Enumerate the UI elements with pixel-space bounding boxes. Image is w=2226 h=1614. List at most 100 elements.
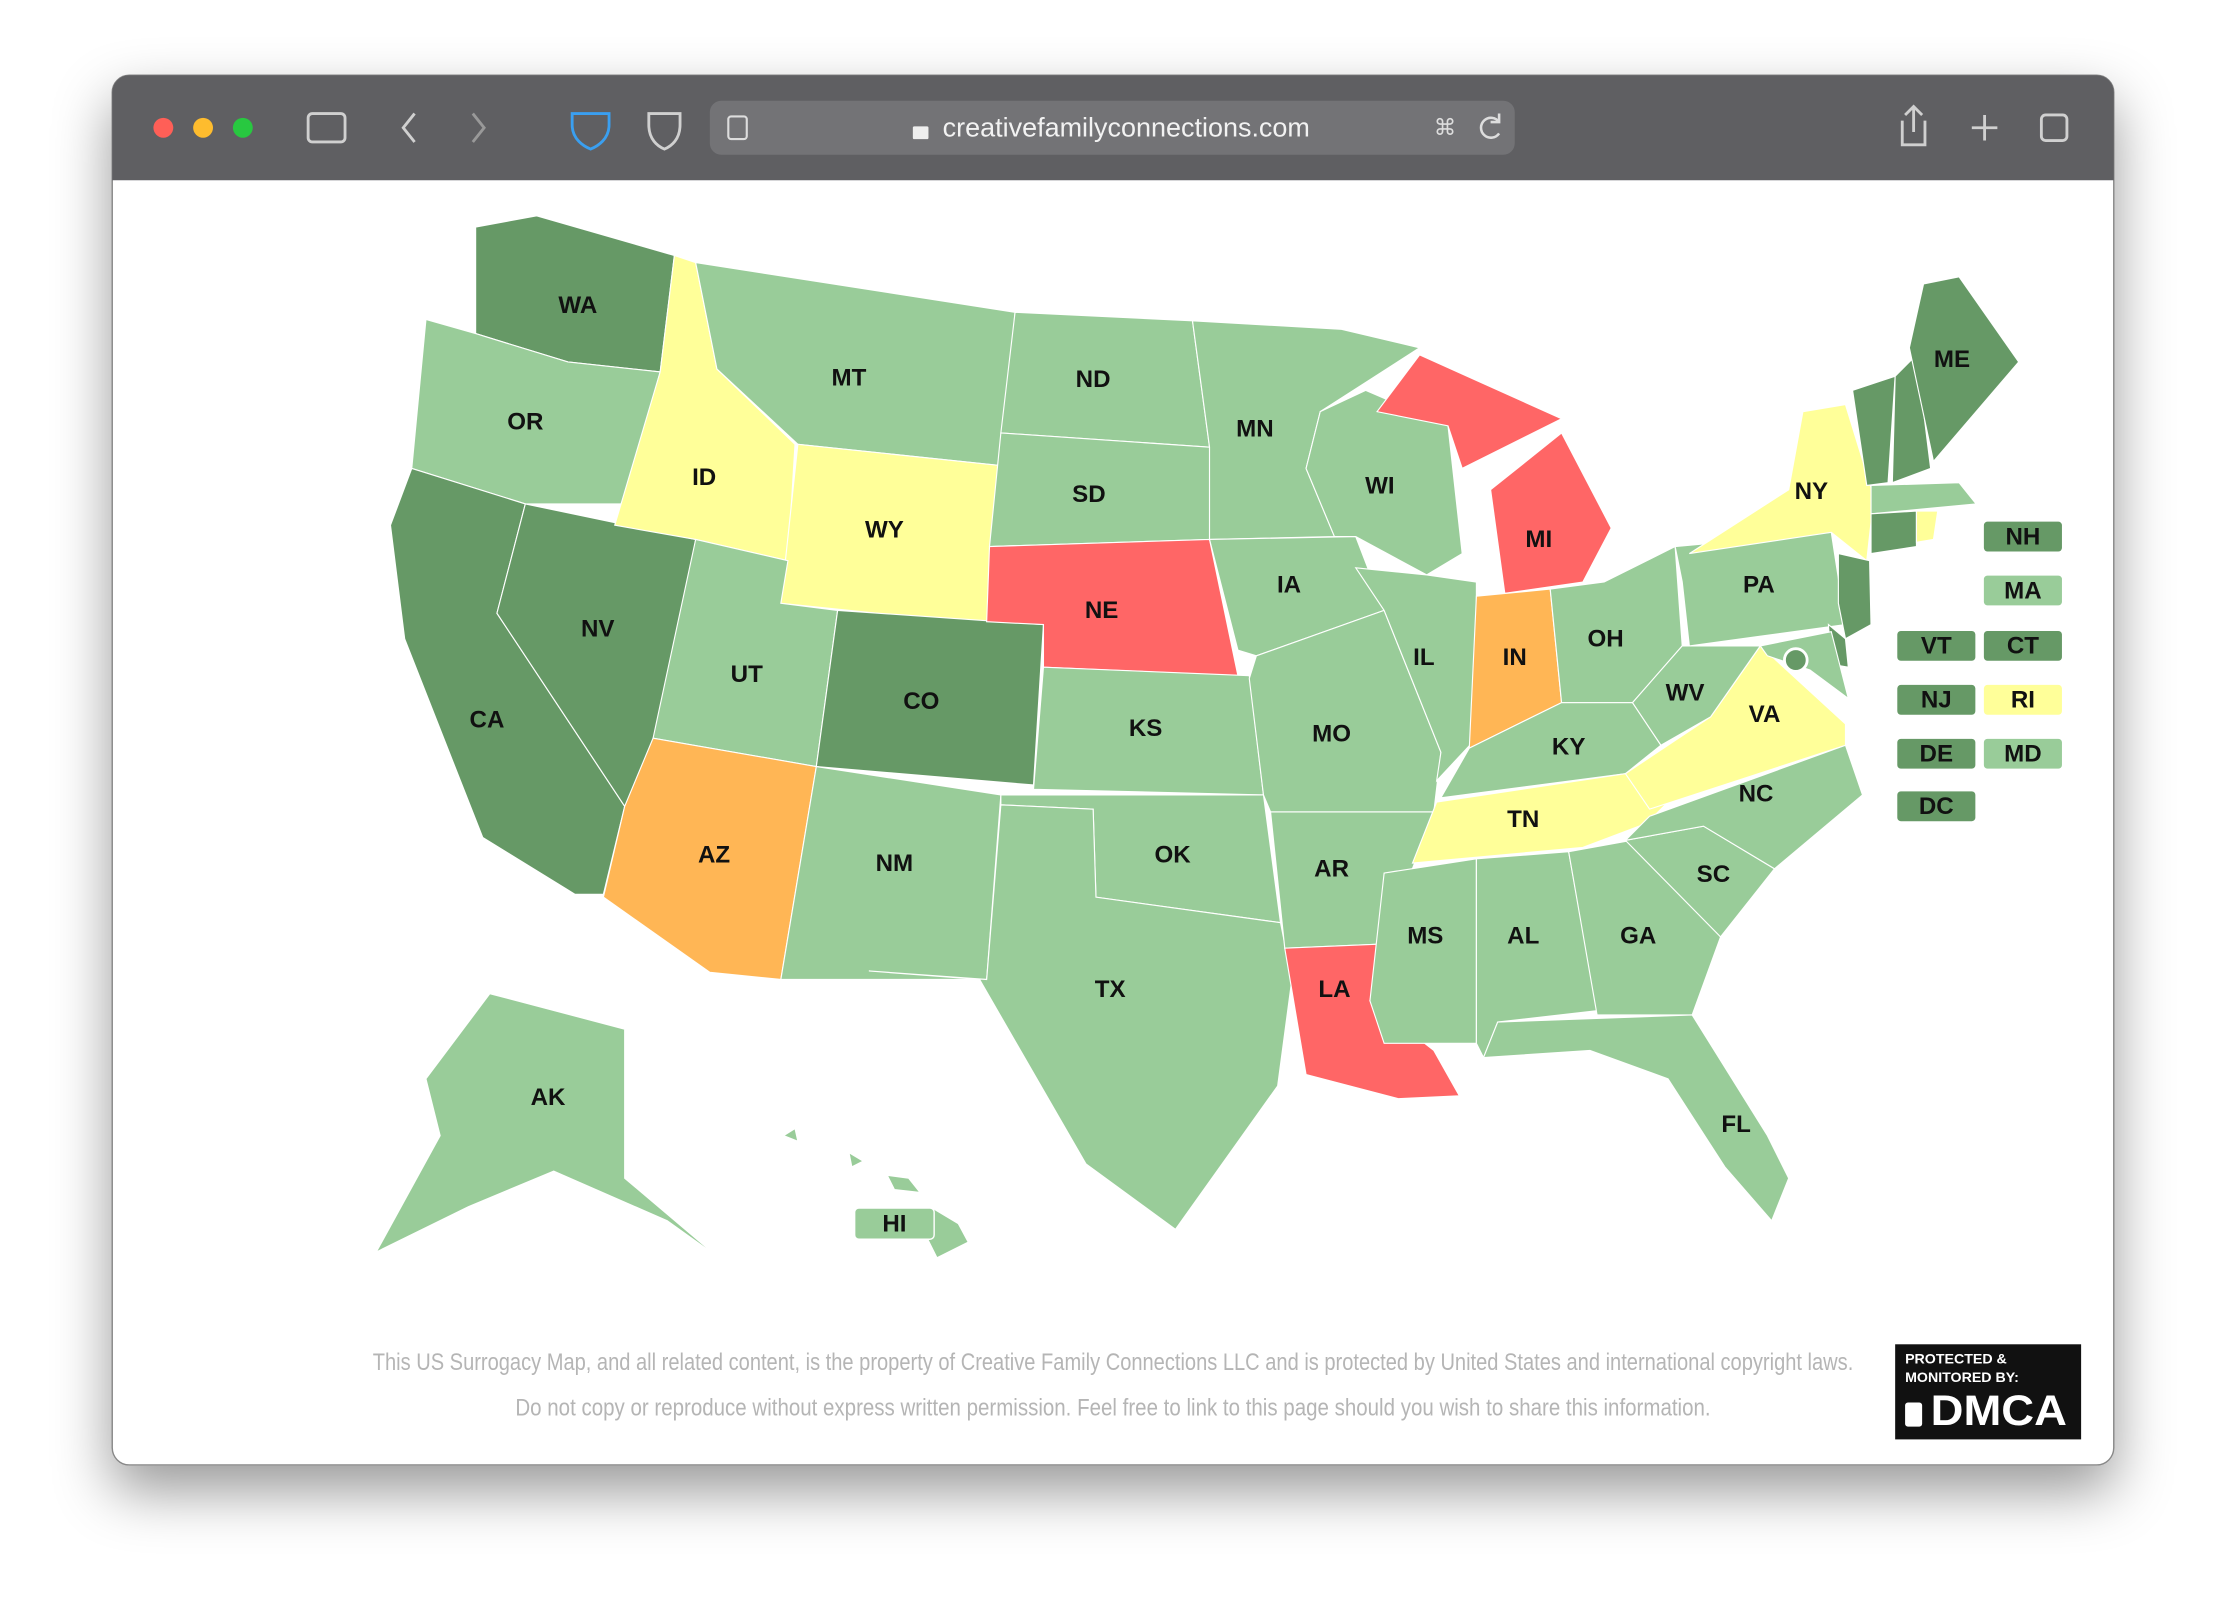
state: NH xyxy=(1891,353,2064,553)
state: DC xyxy=(1783,647,1977,823)
state-label: SD xyxy=(1072,481,1106,508)
state-shape xyxy=(1891,353,1932,484)
state-shape xyxy=(1837,552,1872,640)
address-bar[interactable] xyxy=(709,100,1515,155)
state-shape xyxy=(1623,744,1864,870)
state: MN xyxy=(1191,320,1422,541)
state: SD xyxy=(988,432,1211,548)
state-shape xyxy=(1851,375,1896,487)
state-label: NE xyxy=(1085,597,1119,624)
state-label: IN xyxy=(1503,644,1527,671)
state-box xyxy=(1895,737,1977,771)
state-shape xyxy=(848,1151,865,1168)
state-shape xyxy=(374,993,718,1257)
reader-icon[interactable] xyxy=(727,115,748,141)
state: WY xyxy=(780,443,1002,626)
state-label: WI xyxy=(1365,472,1394,499)
state-label: DC xyxy=(1919,793,1954,820)
state-label: DE xyxy=(1920,741,1954,768)
state-shape xyxy=(1870,510,1918,555)
state: RI xyxy=(1915,510,2064,717)
state: WV xyxy=(1631,645,1762,747)
extension-button[interactable] xyxy=(570,112,611,151)
state-shape xyxy=(1783,647,1809,673)
state-label: NJ xyxy=(1921,687,1952,714)
state: VT xyxy=(1851,375,1977,663)
state-box xyxy=(1982,520,2064,553)
reload-button[interactable] xyxy=(1479,113,1501,139)
new-tab-button[interactable] xyxy=(1971,114,1998,141)
state-label: NC xyxy=(1739,780,1774,807)
state-label: IL xyxy=(1413,644,1434,671)
state-shape xyxy=(1376,354,1563,470)
state-label: NV xyxy=(581,616,615,643)
state-label: MN xyxy=(1236,415,1274,442)
badge-lock xyxy=(1905,1402,1923,1427)
state: NJ xyxy=(1837,552,1977,717)
tabs-button[interactable] xyxy=(2039,113,2069,142)
state-shape xyxy=(782,1127,799,1143)
state-label: TX xyxy=(1095,976,1126,1003)
zoom-button[interactable] xyxy=(232,117,253,138)
state-label: NH xyxy=(2005,523,2040,550)
state-label: IA xyxy=(1277,572,1301,599)
state-label: MO xyxy=(1312,721,1351,748)
state-label: OR xyxy=(507,408,543,435)
state: TX xyxy=(868,804,1293,1231)
state: PA xyxy=(1674,531,1847,647)
state: ME xyxy=(1908,276,2020,463)
state-label: VA xyxy=(1749,701,1781,728)
state-label: RI xyxy=(2011,687,2035,714)
state: MA xyxy=(1870,482,2064,607)
state-label: SC xyxy=(1697,861,1731,888)
state: KY xyxy=(1439,702,1662,799)
state: CT xyxy=(1870,510,2064,663)
state-label: WY xyxy=(865,516,904,543)
state-label: MT xyxy=(832,364,867,391)
state-label: ME xyxy=(1934,346,1970,373)
state-label: CT xyxy=(2007,633,2039,660)
state-label: MS xyxy=(1407,922,1443,949)
sidebar-button[interactable] xyxy=(306,112,347,144)
state: SC xyxy=(1624,825,1776,938)
state: HI xyxy=(782,1127,969,1259)
state: WA xyxy=(475,215,675,373)
state-label: KY xyxy=(1552,733,1586,760)
translate-icon[interactable]: ⌘ xyxy=(1434,114,1457,140)
state-label: MD xyxy=(2004,741,2042,768)
state-label: HI xyxy=(882,1210,906,1237)
state-label: CA xyxy=(470,706,505,733)
share-button[interactable] xyxy=(1900,104,1927,147)
state-label: CO xyxy=(903,688,939,715)
state: IL xyxy=(1354,567,1477,783)
state-shape xyxy=(1689,403,1875,562)
state: OH xyxy=(1549,545,1683,704)
footer-text: This US Surrogacy Map, and all related c… xyxy=(373,1349,1854,1376)
state: ND xyxy=(1000,311,1211,448)
state-box xyxy=(1895,683,1977,717)
state-label: FL xyxy=(1721,1111,1750,1138)
footer-text: Do not copy or reproduce without express… xyxy=(515,1394,1710,1421)
privacy-button[interactable] xyxy=(647,112,682,151)
us-map: WA OR CA NV ID MT WY UT CO AZ NM ND SD NE KS OK TX MN IA MO… xyxy=(374,215,2064,1259)
state-box xyxy=(1895,629,1977,663)
state-shape xyxy=(868,804,1293,1231)
back-button[interactable] xyxy=(401,112,416,143)
state-shape xyxy=(1870,482,1978,515)
state-label: TN xyxy=(1507,806,1539,833)
minimize-button[interactable] xyxy=(193,117,214,138)
url[interactable]: creativefamilyconnections.com xyxy=(943,112,1310,142)
dmca-badge[interactable]: PROTECTED & MONITORED BY: DMCA xyxy=(1895,1344,2082,1440)
state: GA xyxy=(1568,836,1722,1016)
state-shape xyxy=(1915,510,1939,543)
state: FL xyxy=(1482,1014,1790,1222)
close-button[interactable] xyxy=(153,117,174,138)
state: NM xyxy=(780,765,1002,981)
forward-button[interactable] xyxy=(471,112,486,143)
state-label: MI xyxy=(1525,526,1552,553)
state-label: KS xyxy=(1129,715,1163,742)
state-label: NM xyxy=(876,850,914,877)
state-label: UT xyxy=(731,661,763,688)
state: VA xyxy=(1624,645,1847,810)
